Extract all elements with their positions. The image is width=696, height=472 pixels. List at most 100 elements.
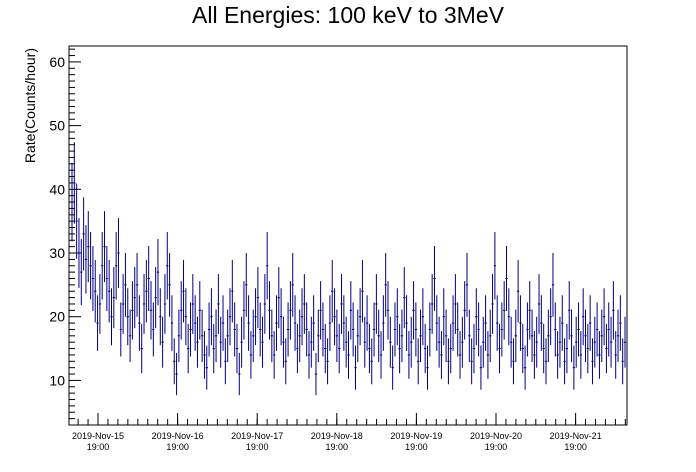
data-point xyxy=(389,316,392,368)
data-point xyxy=(472,323,476,374)
data-point xyxy=(507,288,510,346)
data-point xyxy=(514,309,517,363)
data-point xyxy=(177,309,181,363)
data-point xyxy=(296,323,299,374)
y-axis: 10 20 30 40 50 60 xyxy=(49,48,81,420)
data-point xyxy=(94,260,97,323)
data-point xyxy=(377,309,380,363)
data-point xyxy=(454,274,457,334)
data-point xyxy=(331,260,334,323)
data-point xyxy=(588,295,592,351)
data-point xyxy=(421,288,425,346)
data-point xyxy=(556,331,559,379)
data-point xyxy=(489,309,492,363)
data-point xyxy=(319,281,322,340)
x-tick-time: 19:00 xyxy=(166,442,189,452)
data-point xyxy=(437,316,441,368)
data-point xyxy=(212,323,215,374)
data-point xyxy=(210,288,213,346)
data-point xyxy=(170,295,174,351)
data-point xyxy=(575,316,578,368)
data-point xyxy=(114,232,118,300)
data-point xyxy=(70,162,74,242)
data-point xyxy=(214,309,218,363)
x-tick-time: 19:00 xyxy=(405,442,428,452)
data-point xyxy=(549,288,552,346)
y-axis-title: Rate(Counts/hour) xyxy=(22,48,38,163)
data-point xyxy=(321,302,325,357)
data-point xyxy=(398,323,401,374)
data-point xyxy=(512,338,515,385)
data-point xyxy=(593,316,596,368)
data-point xyxy=(419,309,422,363)
data-point xyxy=(540,295,543,351)
y-tick-label: 10 xyxy=(49,372,65,388)
data-point xyxy=(156,239,160,306)
data-point xyxy=(245,253,248,317)
data-point xyxy=(238,352,241,396)
data-point xyxy=(226,309,229,363)
y-tick-label: 30 xyxy=(49,245,65,261)
data-point xyxy=(379,331,383,379)
data-series xyxy=(70,142,627,396)
data-point xyxy=(272,331,276,379)
x-axis: 2019-Nov-1519:002019-Nov-1619:002019-Nov… xyxy=(72,413,626,452)
data-point xyxy=(479,345,483,390)
data-point xyxy=(623,316,627,368)
data-point xyxy=(521,323,524,374)
data-point xyxy=(456,302,459,357)
data-point xyxy=(605,323,608,374)
data-point xyxy=(168,253,171,317)
x-tick-time: 19:00 xyxy=(564,442,587,452)
data-point xyxy=(279,288,283,346)
data-point xyxy=(270,309,273,363)
data-point xyxy=(572,345,576,390)
data-point xyxy=(598,331,601,379)
data-point xyxy=(191,274,194,334)
data-point xyxy=(477,302,480,357)
data-point xyxy=(249,331,253,379)
data-point xyxy=(595,302,599,357)
data-point xyxy=(498,323,501,374)
data-point xyxy=(565,323,569,374)
data-point xyxy=(126,288,129,346)
data-point xyxy=(347,331,350,379)
data-point xyxy=(228,288,232,346)
data-point xyxy=(468,309,471,363)
data-point xyxy=(217,274,220,334)
data-point xyxy=(163,274,167,334)
x-tick-time: 19:00 xyxy=(87,442,110,452)
data-point xyxy=(310,316,313,368)
data-point xyxy=(586,323,589,374)
data-point xyxy=(240,316,243,368)
data-point xyxy=(547,309,550,363)
data-point xyxy=(152,302,155,357)
data-point xyxy=(496,295,499,351)
data-point xyxy=(351,302,355,357)
data-point xyxy=(500,302,504,357)
data-point xyxy=(84,225,88,294)
x-tick-date: 2019-Nov-16 xyxy=(152,431,204,441)
data-point xyxy=(444,309,448,363)
chart-title: All Energies: 100 keV to 3MeV xyxy=(192,2,504,28)
data-point xyxy=(528,281,531,340)
data-point xyxy=(491,274,494,334)
data-point xyxy=(561,295,564,351)
data-point xyxy=(147,246,150,311)
data-point xyxy=(89,232,92,300)
data-point xyxy=(200,309,204,363)
data-point xyxy=(463,281,466,340)
data-point xyxy=(417,338,420,385)
x-tick-date: 2019-Nov-20 xyxy=(470,431,522,441)
data-point xyxy=(354,345,357,390)
data-point xyxy=(140,323,143,374)
data-point xyxy=(259,302,262,357)
data-point xyxy=(184,288,188,346)
data-point xyxy=(77,218,81,288)
data-point xyxy=(277,267,280,329)
data-point xyxy=(509,316,513,368)
data-point xyxy=(326,338,329,385)
data-point xyxy=(303,274,306,334)
data-point xyxy=(289,281,292,340)
data-point xyxy=(440,331,443,379)
